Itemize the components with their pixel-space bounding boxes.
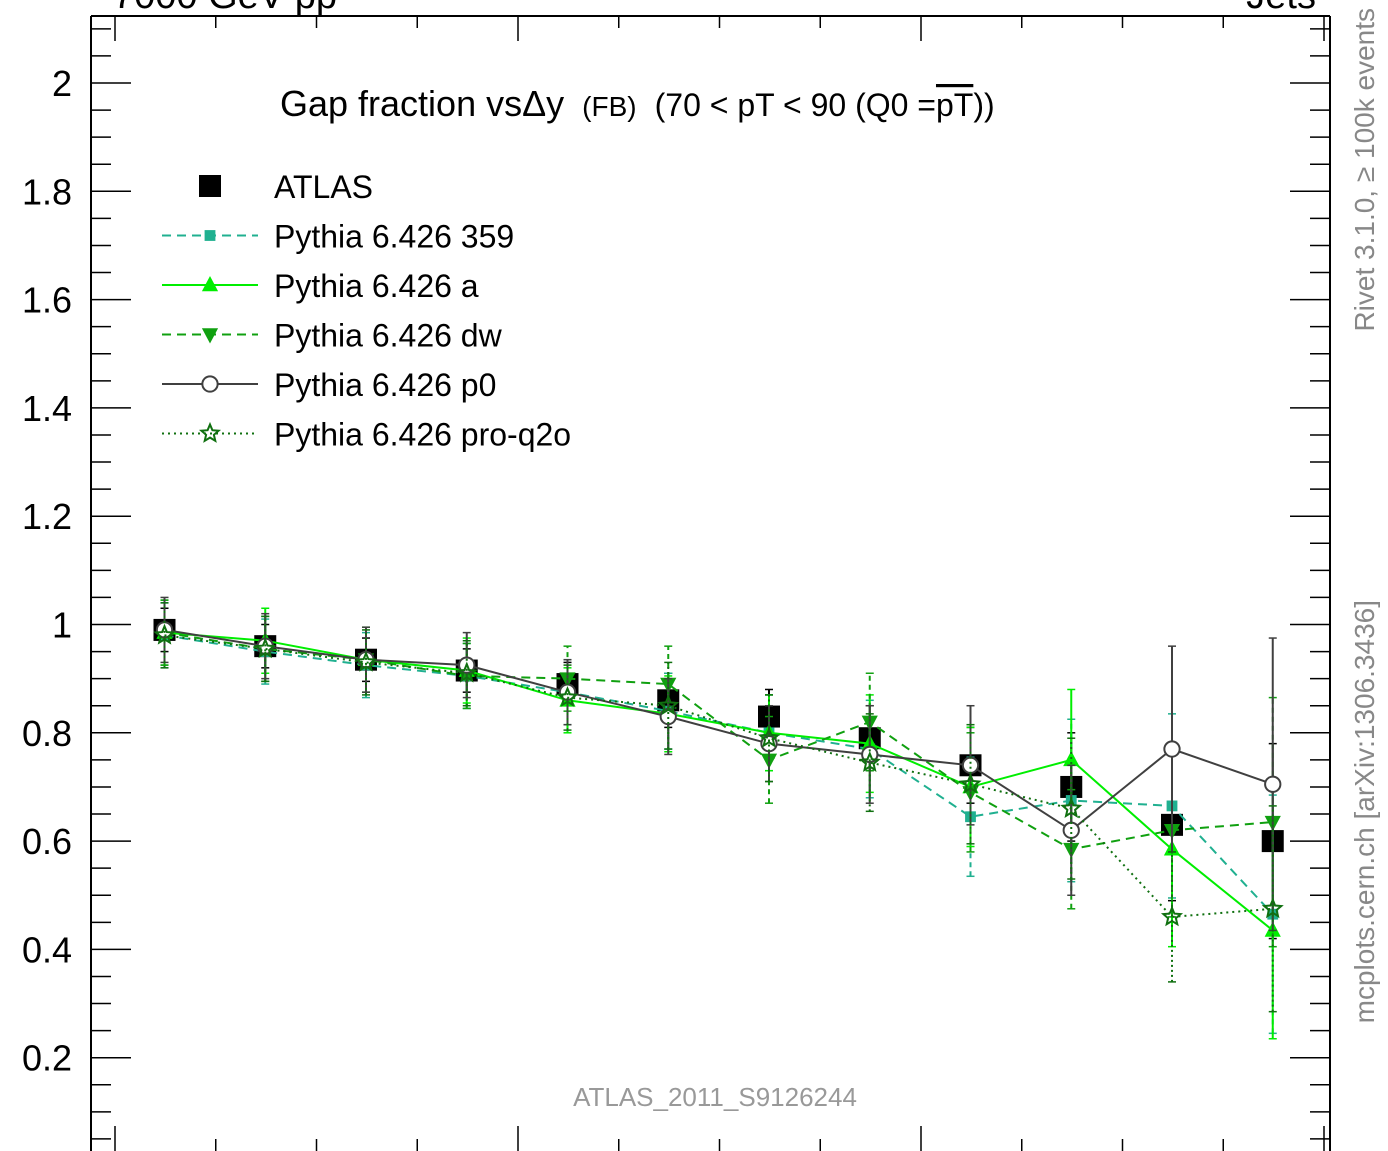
series-line: [164, 631, 1273, 851]
series-layer: [153, 596, 1284, 1040]
y-tick-label: 1.6: [22, 280, 72, 321]
series-line: [164, 628, 1274, 832]
legend-entry: Pythia 6.426 a: [162, 268, 479, 304]
legend-entry: Pythia 6.426 pro-q2o: [162, 417, 571, 453]
data-point: [556, 686, 579, 707]
data-point: [254, 637, 277, 659]
data-point: [1060, 796, 1083, 819]
side-label-top: Rivet 3.1.0, ≥ 100k events: [1349, 8, 1380, 332]
data-point: [858, 750, 881, 773]
series-pythia-6-426-a: [156, 599, 1281, 1040]
series-pythia-6-426-359: [159, 602, 1279, 1035]
y-tick-label: 0.6: [22, 821, 72, 862]
data-point: [204, 230, 216, 241]
data-point: [201, 375, 219, 393]
legend-label: Pythia 6.426 pro-q2o: [274, 417, 571, 453]
chart-title: Gap fraction vsΔy (FB) (70 < pT < 90 (Q0…: [280, 83, 995, 124]
y-tick-label: 0.8: [22, 713, 72, 754]
legend-entry: Pythia 6.426 p0: [162, 367, 496, 403]
legend-entry: ATLAS: [199, 169, 373, 205]
y-tick-label: 0.4: [22, 929, 72, 970]
data-point: [757, 726, 781, 748]
data-point: [201, 328, 219, 344]
y-tick-label: 2: [52, 63, 72, 104]
header-left: 7000 GeV pp: [113, 0, 337, 17]
data-point: [354, 650, 378, 672]
legend-label: ATLAS: [274, 169, 373, 205]
legend-label: Pythia 6.426 359: [274, 219, 514, 255]
legend-label: Pythia 6.426 a: [274, 268, 479, 304]
data-point: [961, 756, 980, 774]
header-right: Jets: [1246, 0, 1316, 17]
chart-title-overline: pT: [936, 87, 973, 123]
data-point: [199, 175, 221, 197]
data-point: [1261, 897, 1284, 919]
side-label-bottom: mcplots.cern.ch [arXiv:1306.3436]: [1349, 600, 1380, 1023]
legend-label: Pythia 6.426 p0: [274, 367, 496, 403]
plot-frame: [90, 15, 1331, 1151]
series-line: [164, 631, 1274, 932]
series-line: [164, 634, 1274, 915]
data-point: [153, 623, 176, 645]
y-tick-label: 1.4: [22, 388, 72, 429]
legend-entry: Pythia 6.426 359: [162, 219, 514, 255]
series-line: [164, 634, 1273, 918]
data-point: [1062, 821, 1080, 839]
y-tick-label: 1: [52, 605, 72, 646]
data-point: [201, 276, 219, 292]
chart-title-end: )): [973, 87, 994, 123]
chart-title-main: Gap fraction vsΔy: [280, 83, 564, 124]
legend: ATLAS Pythia 6.426 359 Pythia 6.426 a Pythi…: [162, 169, 571, 453]
series-atlas: [153, 607, 1284, 940]
watermark-label: ATLAS_2011_S9126244: [573, 1082, 857, 1112]
data-point: [959, 772, 982, 794]
y-tick-label: 1.2: [22, 496, 72, 537]
data-point: [1264, 775, 1282, 793]
y-tick-label: 1.8: [22, 171, 72, 212]
y-tick-label: 0.2: [22, 1038, 72, 1079]
data-point: [455, 661, 478, 683]
y-tick-labels: 0.2 0.4 0.6 0.8 1 1.2 1.4 1.6 1.8 2: [22, 63, 72, 1079]
series-pythia-6-426-pro-q2o: [153, 602, 1284, 1013]
legend-label: Pythia 6.426 dw: [274, 318, 503, 354]
chart-title-tail: (70 < pT < 90 (Q0 =: [655, 87, 936, 123]
data-point: [657, 694, 680, 716]
data-point: [1163, 740, 1181, 758]
axis-ticks: [91, 16, 1330, 1151]
data-point: [1160, 905, 1184, 927]
series-pythia-6-426-p0: [155, 596, 1282, 932]
chart-title-small: (FB): [582, 91, 636, 122]
legend-entry: Pythia 6.426 dw: [162, 318, 503, 354]
data-point: [198, 421, 222, 443]
